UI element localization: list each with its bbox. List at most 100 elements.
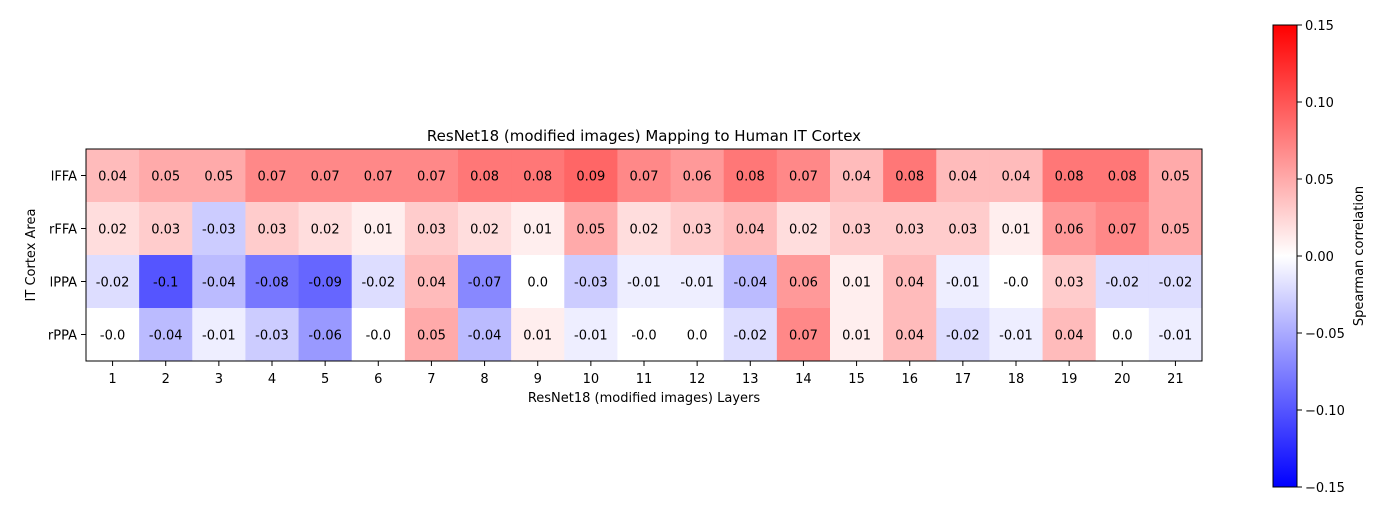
x-tick-label: 5 xyxy=(321,372,329,387)
cell-value-label: 0.02 xyxy=(470,223,499,238)
cell-value-label: -0.01 xyxy=(202,329,236,344)
heatmap-cell xyxy=(298,202,353,256)
colorbar-tick-label: 0.05 xyxy=(1305,173,1334,188)
x-axis-label: ResNet18 (modified images) Layers xyxy=(528,391,761,406)
y-tick-label: lFFA xyxy=(51,170,77,185)
cell-value-label: 0.07 xyxy=(417,170,446,185)
cell-value-label: 0.05 xyxy=(417,329,446,344)
colorbar-tick-label: −0.15 xyxy=(1305,481,1345,496)
cell-value-label: 0.01 xyxy=(523,329,552,344)
cell-value-label: -0.03 xyxy=(574,276,608,291)
colorbar-tick-label: −0.10 xyxy=(1305,404,1345,419)
x-tick-label: 8 xyxy=(480,372,488,387)
heatmap-cell xyxy=(723,149,778,203)
x-tick-label: 9 xyxy=(534,372,542,387)
cell-value-label: 0.08 xyxy=(895,170,924,185)
cell-value-label: 0.05 xyxy=(204,170,233,185)
heatmap-cell xyxy=(1148,202,1203,256)
y-tick-label: lPPA xyxy=(50,276,77,291)
cell-value-label: 0.04 xyxy=(736,223,765,238)
x-tick-label: 7 xyxy=(427,372,435,387)
heatmap-cell xyxy=(86,202,140,256)
heatmap-cell xyxy=(351,255,406,309)
colorbar-tick-label: 0.15 xyxy=(1305,19,1334,34)
colorbar-ticks: 0.15 0.10 0.05 0.00 −0.05 −0.10 −0.15 xyxy=(1297,19,1345,496)
heatmap-cell xyxy=(511,255,565,309)
heatmap-cell xyxy=(989,308,1044,362)
heatmap-cell xyxy=(1148,149,1203,203)
heatmap-cell xyxy=(511,308,565,362)
cell-value-label: 0.02 xyxy=(98,223,127,238)
heatmap-cell xyxy=(617,149,672,203)
heatmap-cell xyxy=(86,255,140,309)
cell-value-label: 0.02 xyxy=(630,223,659,238)
heatmap-cell xyxy=(670,149,725,203)
x-tick-label: 3 xyxy=(215,372,223,387)
heatmap-cell xyxy=(883,149,937,203)
cell-value-label: 0.04 xyxy=(417,276,446,291)
heatmap-cell xyxy=(1095,149,1150,203)
heatmap-cell xyxy=(670,202,725,256)
heatmap-cell xyxy=(830,308,884,362)
heatmap-cell xyxy=(830,255,884,309)
cell-value-label: 0.01 xyxy=(842,276,871,291)
cell-value-label: 0.02 xyxy=(311,223,340,238)
cell-value-label: 0.03 xyxy=(151,223,180,238)
x-axis-ticks: 1 2 3 4 5 6 7 8 9 10 11 12 13 14 15 16 17 18 19 20 21 xyxy=(108,361,1184,387)
heatmap-cell xyxy=(723,255,778,309)
x-tick-label: 1 xyxy=(108,372,116,387)
cell-value-label: -0.0 xyxy=(631,329,656,344)
cell-value-label: -0.02 xyxy=(361,276,395,291)
heatmap-cell xyxy=(936,308,990,362)
cell-value-label: -0.09 xyxy=(308,276,342,291)
cell-value-label: 0.09 xyxy=(576,170,605,185)
x-tick-label: 16 xyxy=(901,372,918,387)
cell-value-label: 0.05 xyxy=(1161,170,1190,185)
colorbar-tick-label: 0.10 xyxy=(1305,96,1334,111)
heatmap-cell xyxy=(404,255,459,309)
y-tick-label: rPPA xyxy=(48,329,77,344)
cell-value-label: 0.0 xyxy=(687,329,708,344)
cell-value-label: 0.07 xyxy=(311,170,340,185)
cell-value-label: -0.02 xyxy=(1159,276,1193,291)
heatmap-cell xyxy=(564,149,618,203)
cell-value-label: -0.01 xyxy=(1159,329,1193,344)
colorbar-label: Spearman correlation xyxy=(1352,186,1367,326)
heatmap-cell xyxy=(404,202,459,256)
cell-value-label: 0.07 xyxy=(789,170,818,185)
heatmap-cell xyxy=(139,255,193,309)
x-tick-label: 11 xyxy=(636,372,653,387)
heatmap-cell xyxy=(1095,202,1150,256)
cell-value-label: -0.06 xyxy=(308,329,342,344)
heatmap-cells: 0.04 0.05 0.05 0.07 0.07 0.07 0.07 0.08 0.08 0.09… xyxy=(86,149,1203,362)
heatmap-cell xyxy=(298,255,353,309)
heatmap-cell xyxy=(511,149,565,203)
x-tick-label: 12 xyxy=(689,372,706,387)
cell-value-label: 0.07 xyxy=(630,170,659,185)
x-tick-label: 6 xyxy=(374,372,382,387)
heatmap-cell xyxy=(245,202,300,256)
x-tick-label: 17 xyxy=(955,372,972,387)
cell-value-label: 0.03 xyxy=(895,223,924,238)
x-tick-label: 10 xyxy=(583,372,600,387)
heatmap-cell xyxy=(351,202,406,256)
heatmap-cell xyxy=(723,202,778,256)
cell-value-label: -0.03 xyxy=(255,329,289,344)
cell-value-label: 0.03 xyxy=(258,223,287,238)
heatmap-cell xyxy=(830,149,884,203)
heatmap-cell xyxy=(617,255,672,309)
heatmap-cell xyxy=(723,308,778,362)
cell-value-label: 0.01 xyxy=(1002,223,1031,238)
cell-value-label: 0.04 xyxy=(948,170,977,185)
cell-value-label: -0.02 xyxy=(946,329,980,344)
heatmap-cell xyxy=(139,202,193,256)
cell-value-label: 0.03 xyxy=(842,223,871,238)
heatmap-cell xyxy=(404,149,459,203)
cell-value-label: -0.01 xyxy=(574,329,608,344)
cell-value-label: -0.02 xyxy=(1105,276,1139,291)
heatmap-cell xyxy=(776,202,831,256)
heatmap-cell xyxy=(936,149,990,203)
cell-value-label: 0.08 xyxy=(470,170,499,185)
cell-value-label: 0.03 xyxy=(1055,276,1084,291)
cell-value-label: 0.01 xyxy=(523,223,552,238)
